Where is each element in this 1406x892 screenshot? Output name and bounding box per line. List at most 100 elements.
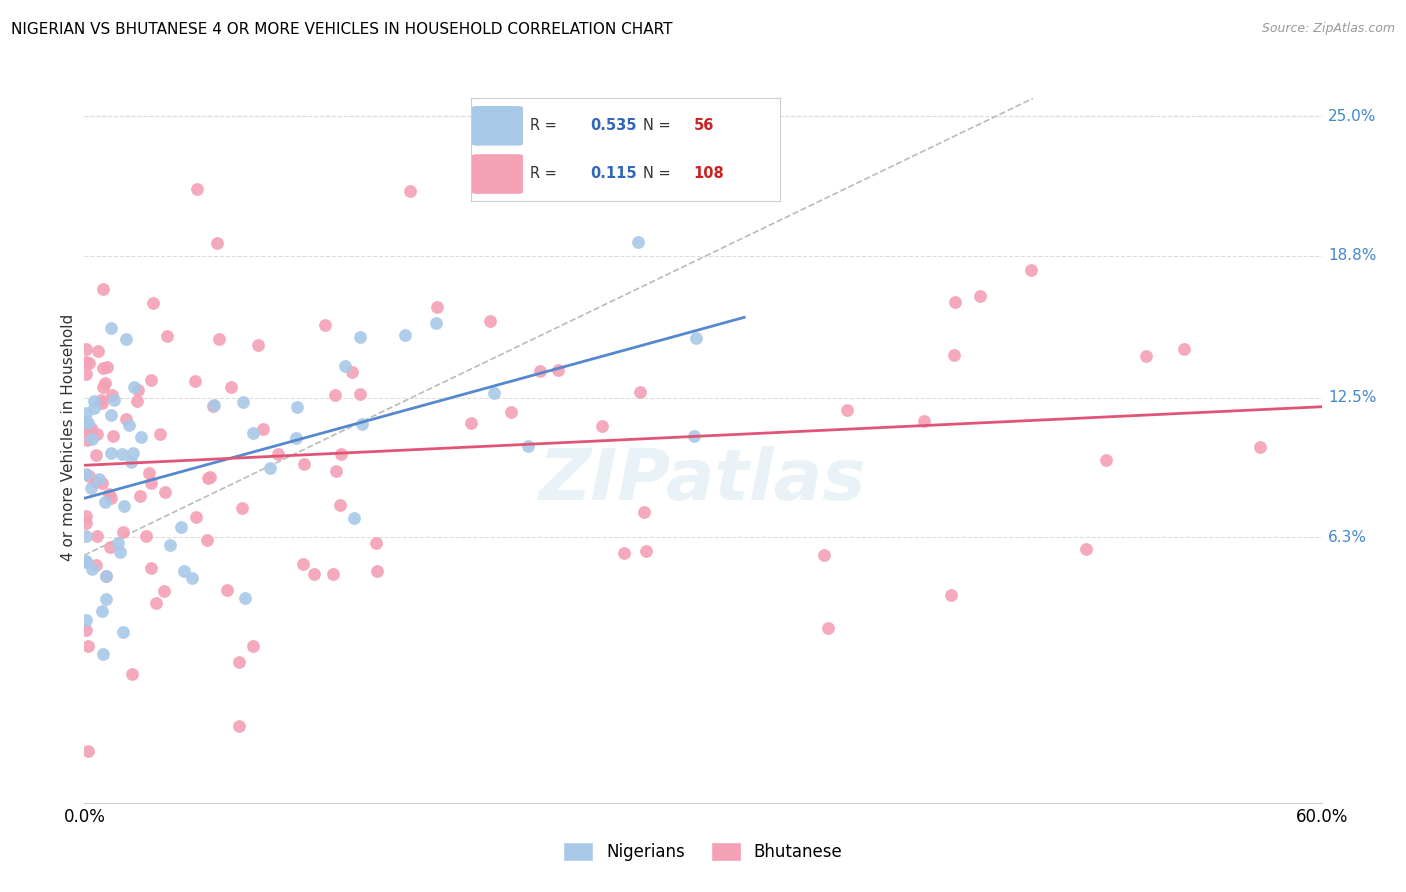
- Point: [516, 440, 538, 454]
- Point: [479, 314, 502, 328]
- Point: [817, 621, 839, 635]
- Point: [86, 529, 108, 543]
- Y-axis label: 4 or more Vehicles in Household: 4 or more Vehicles in Household: [60, 313, 76, 561]
- Point: [426, 300, 449, 314]
- Point: [342, 365, 364, 379]
- Point: [153, 584, 176, 599]
- Point: [108, 544, 131, 558]
- Point: [75, 624, 97, 638]
- Point: [232, 395, 254, 409]
- Point: [76, 416, 98, 430]
- Point: [941, 588, 963, 602]
- Point: [1019, 262, 1042, 277]
- Point: [75, 367, 97, 381]
- Point: [366, 535, 388, 549]
- Point: [613, 546, 636, 560]
- Point: [90, 392, 112, 407]
- Point: [87, 344, 110, 359]
- Point: [233, 591, 256, 605]
- Point: [302, 566, 325, 581]
- Point: [96, 568, 118, 582]
- Point: [186, 182, 208, 196]
- Point: [94, 376, 117, 390]
- Point: [91, 380, 114, 394]
- Point: [169, 520, 191, 534]
- Point: [91, 282, 114, 296]
- Point: [141, 373, 163, 387]
- Point: [398, 185, 420, 199]
- Point: [1173, 343, 1195, 357]
- Point: [112, 500, 135, 514]
- Point: [1135, 350, 1157, 364]
- Point: [75, 509, 97, 524]
- Point: [80, 421, 103, 435]
- Point: [93, 647, 115, 661]
- Point: [156, 329, 179, 343]
- Point: [75, 422, 97, 436]
- Point: [173, 564, 195, 578]
- Point: [499, 405, 522, 419]
- Point: [252, 422, 274, 436]
- Point: [80, 425, 103, 440]
- Point: [943, 348, 966, 362]
- Point: [120, 455, 142, 469]
- Point: [228, 655, 250, 669]
- Point: [75, 613, 97, 627]
- Text: 0.115: 0.115: [591, 166, 637, 181]
- Point: [121, 667, 143, 681]
- Point: [80, 562, 103, 576]
- Point: [1076, 541, 1098, 556]
- Point: [111, 625, 134, 640]
- Text: 0.535: 0.535: [591, 118, 637, 133]
- Point: [100, 321, 122, 335]
- Point: [114, 411, 136, 425]
- Point: [87, 472, 110, 486]
- Point: [77, 639, 100, 653]
- Text: ZIPatlas: ZIPatlas: [540, 447, 866, 516]
- Point: [83, 394, 105, 409]
- Point: [343, 511, 366, 525]
- Point: [103, 429, 125, 443]
- Point: [242, 639, 264, 653]
- Point: [215, 582, 238, 597]
- Point: [128, 489, 150, 503]
- Point: [425, 316, 447, 330]
- Text: Source: ZipAtlas.com: Source: ZipAtlas.com: [1261, 22, 1395, 36]
- Text: 56: 56: [693, 118, 714, 133]
- Text: R =: R =: [530, 166, 565, 181]
- Point: [90, 476, 112, 491]
- Point: [111, 447, 134, 461]
- Point: [198, 470, 221, 484]
- Point: [76, 434, 98, 448]
- Point: [1094, 453, 1116, 467]
- Point: [969, 289, 991, 303]
- Point: [943, 295, 966, 310]
- FancyBboxPatch shape: [471, 105, 523, 146]
- Point: [141, 475, 163, 490]
- Text: R =: R =: [530, 118, 561, 133]
- Point: [84, 558, 107, 572]
- Text: NIGERIAN VS BHUTANESE 4 OR MORE VEHICLES IN HOUSEHOLD CORRELATION CHART: NIGERIAN VS BHUTANESE 4 OR MORE VEHICLES…: [11, 22, 672, 37]
- Legend: Nigerians, Bhutanese: Nigerians, Bhutanese: [557, 835, 849, 868]
- Point: [90, 396, 112, 410]
- Point: [84, 448, 107, 462]
- Point: [292, 457, 315, 471]
- Point: [284, 432, 307, 446]
- Point: [75, 355, 97, 369]
- Point: [394, 327, 416, 342]
- Point: [145, 596, 167, 610]
- Point: [207, 332, 229, 346]
- Point: [129, 430, 152, 444]
- Point: [112, 524, 135, 539]
- Point: [101, 388, 124, 402]
- Point: [82, 432, 104, 446]
- Point: [323, 388, 346, 402]
- Point: [122, 446, 145, 460]
- Point: [76, 528, 98, 542]
- Point: [628, 385, 651, 400]
- Point: [75, 516, 97, 530]
- Point: [103, 392, 125, 407]
- Point: [180, 571, 202, 585]
- Point: [633, 505, 655, 519]
- Point: [231, 500, 253, 515]
